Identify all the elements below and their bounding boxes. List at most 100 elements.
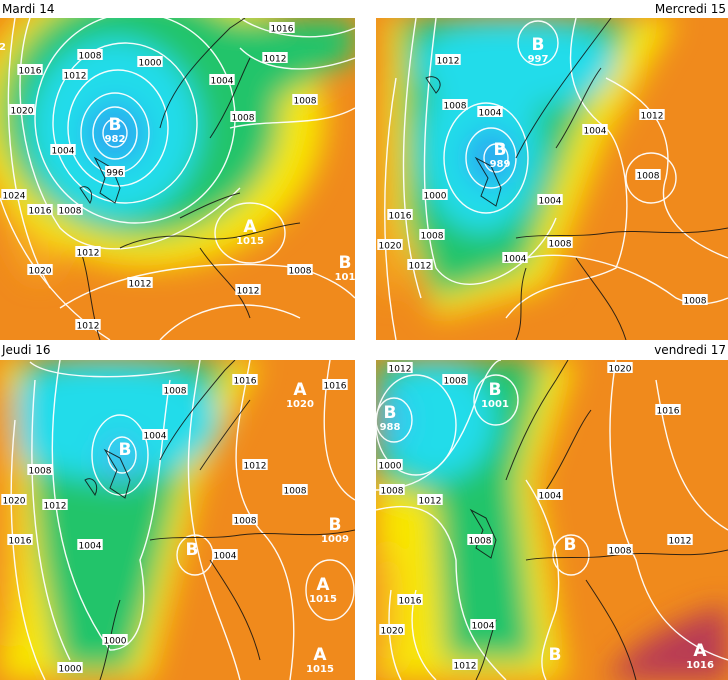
map-vendredi-canvas: 1012 1008 1000 1008 1012 1008 1016 1020 1004 1004… <box>376 360 728 680</box>
isobar-label: 1000 <box>104 637 127 647</box>
isobar-label: 1008 <box>444 102 467 112</box>
isobar-label: 1020 <box>609 365 632 375</box>
isobar-label-bg <box>57 662 83 673</box>
isobar-label-bg <box>75 246 101 257</box>
isobar-label: 1024 <box>3 192 26 202</box>
isobar-label-bg <box>322 379 348 390</box>
isobar-label-bg <box>269 22 295 33</box>
isobar-label-bg <box>42 499 68 510</box>
isobar-label: 1012 <box>454 662 477 672</box>
title-mercredi: Mercredi 15 <box>654 2 726 16</box>
pressure-value: 997 <box>528 54 549 65</box>
isobar-label: 1016 <box>324 382 347 392</box>
isobar-label-bg <box>377 459 403 470</box>
isobar-label-bg <box>387 362 413 373</box>
isobar-label-bg <box>75 319 101 330</box>
map-jeudi-canvas: 1008 1004 1008 1012 1016 1020 1004 1000 1016 1016… <box>0 360 355 680</box>
isobar-label-bg <box>655 404 681 415</box>
pressure-value: 988 <box>380 422 401 433</box>
isobar-label: 1008 <box>29 467 52 477</box>
isobar-label: 1012 <box>129 280 152 290</box>
pressure-value: 1016 <box>686 660 714 671</box>
isobar-label-bg <box>667 534 693 545</box>
isobar-label-bg <box>397 594 423 605</box>
isobar-label-bg <box>230 111 256 122</box>
map-mardi-canvas: 1016 1012 1008 1000 1004 1016 1012 1008 1008 1004… <box>0 18 355 340</box>
isobar-label-bg <box>502 252 528 263</box>
isobar-label: 1016 <box>9 537 32 547</box>
isobar-label: 1004 <box>144 432 167 442</box>
isobar-label-bg <box>292 94 318 105</box>
high-pressure-center: A <box>313 645 327 665</box>
isobar-label: 1004 <box>79 542 102 552</box>
isobar-label: 1012 <box>264 55 287 65</box>
isobar-label-bg <box>435 54 461 65</box>
isobar-label: 1000 <box>379 462 402 472</box>
isobar-label: 1004 <box>504 255 527 265</box>
isobar-label-bg <box>379 484 405 495</box>
isobar-label: 1012 <box>64 72 87 82</box>
isobar-label-bg <box>7 534 33 545</box>
pressure-value: 101 <box>335 272 355 283</box>
isobar-label: 1012 <box>437 57 460 67</box>
isobar-label-bg <box>287 264 313 275</box>
isobar-label: 1008 <box>381 487 404 497</box>
isobar-label-bg <box>242 459 268 470</box>
isobar-label: 1000 <box>424 192 447 202</box>
isobar-label-bg <box>27 464 53 475</box>
isobar-label: 1020 <box>11 107 34 117</box>
pressure-value: 1015 <box>236 236 264 247</box>
isobar-label: 1012 <box>44 502 67 512</box>
isobar-label: 1008 <box>289 267 312 277</box>
isobar-label-bg <box>582 124 608 135</box>
isobar-label-bg <box>1 494 27 505</box>
pressure-value: 1015 <box>309 594 337 605</box>
isobar-label-bg <box>17 64 43 75</box>
isobar-label: 1004 <box>214 552 237 562</box>
isobar-label-bg <box>262 52 288 63</box>
isobar-label-bg <box>57 204 83 215</box>
low-pressure-center: B <box>489 380 502 400</box>
isobar-label: 1008 <box>234 517 257 527</box>
low-pressure-center: B <box>549 645 562 665</box>
isobar-label-bg <box>377 239 403 250</box>
isobar-label-bg <box>232 374 258 385</box>
low-pressure-center: B <box>109 115 122 135</box>
isobar-label-bg <box>452 659 478 670</box>
high-pressure-center: A <box>293 380 307 400</box>
isobar-label-bg <box>212 549 238 560</box>
map-mercredi: 1012 1008 1004 1000 1008 1012 1016 1020 1004 1004… <box>376 18 728 340</box>
isobar-label: 1008 <box>444 377 467 387</box>
isobar-label: 1020 <box>379 242 402 252</box>
title-mardi: Mardi 14 <box>2 2 55 16</box>
isobar-label: 1008 <box>469 537 492 547</box>
map-jeudi: 1008 1004 1008 1012 1016 1020 1004 1000 1016 1016… <box>0 360 355 680</box>
isobar-label: 1008 <box>232 114 255 124</box>
pressure-value: 1015 <box>306 664 334 675</box>
isobar-label: 1020 <box>29 267 52 277</box>
low-pressure-center: B <box>119 440 132 460</box>
low-pressure-center: B <box>339 253 352 273</box>
high-pressure-center: A <box>243 217 257 237</box>
isobar-label: 1000 <box>139 59 162 69</box>
isobar-label-bg <box>142 429 168 440</box>
low-pressure-center: B <box>564 535 577 555</box>
isobar-label-bg <box>232 514 258 525</box>
isobar-label: 1016 <box>399 597 422 607</box>
isobar-label: 1000 <box>59 665 82 675</box>
high-pressure-center: A <box>693 641 707 661</box>
isobar-label: 1008 <box>79 52 102 62</box>
isobar-label-bg <box>9 104 35 115</box>
isobar-label: 1012 <box>419 497 442 507</box>
pressure-value: 1032 <box>0 42 6 53</box>
pressure-value: 1020 <box>286 399 314 410</box>
isobar-label-bg <box>635 169 661 180</box>
isobar-label-bg <box>607 362 633 373</box>
isobar-label-bg <box>417 494 443 505</box>
isobar-label: 1012 <box>244 462 267 472</box>
isobar-label: 1008 <box>294 97 317 107</box>
isobar-label-bg <box>537 194 563 205</box>
isobar-label: 1016 <box>657 407 680 417</box>
low-pressure-center: B <box>329 515 342 535</box>
title-vendredi: vendredi 17 <box>654 343 726 357</box>
